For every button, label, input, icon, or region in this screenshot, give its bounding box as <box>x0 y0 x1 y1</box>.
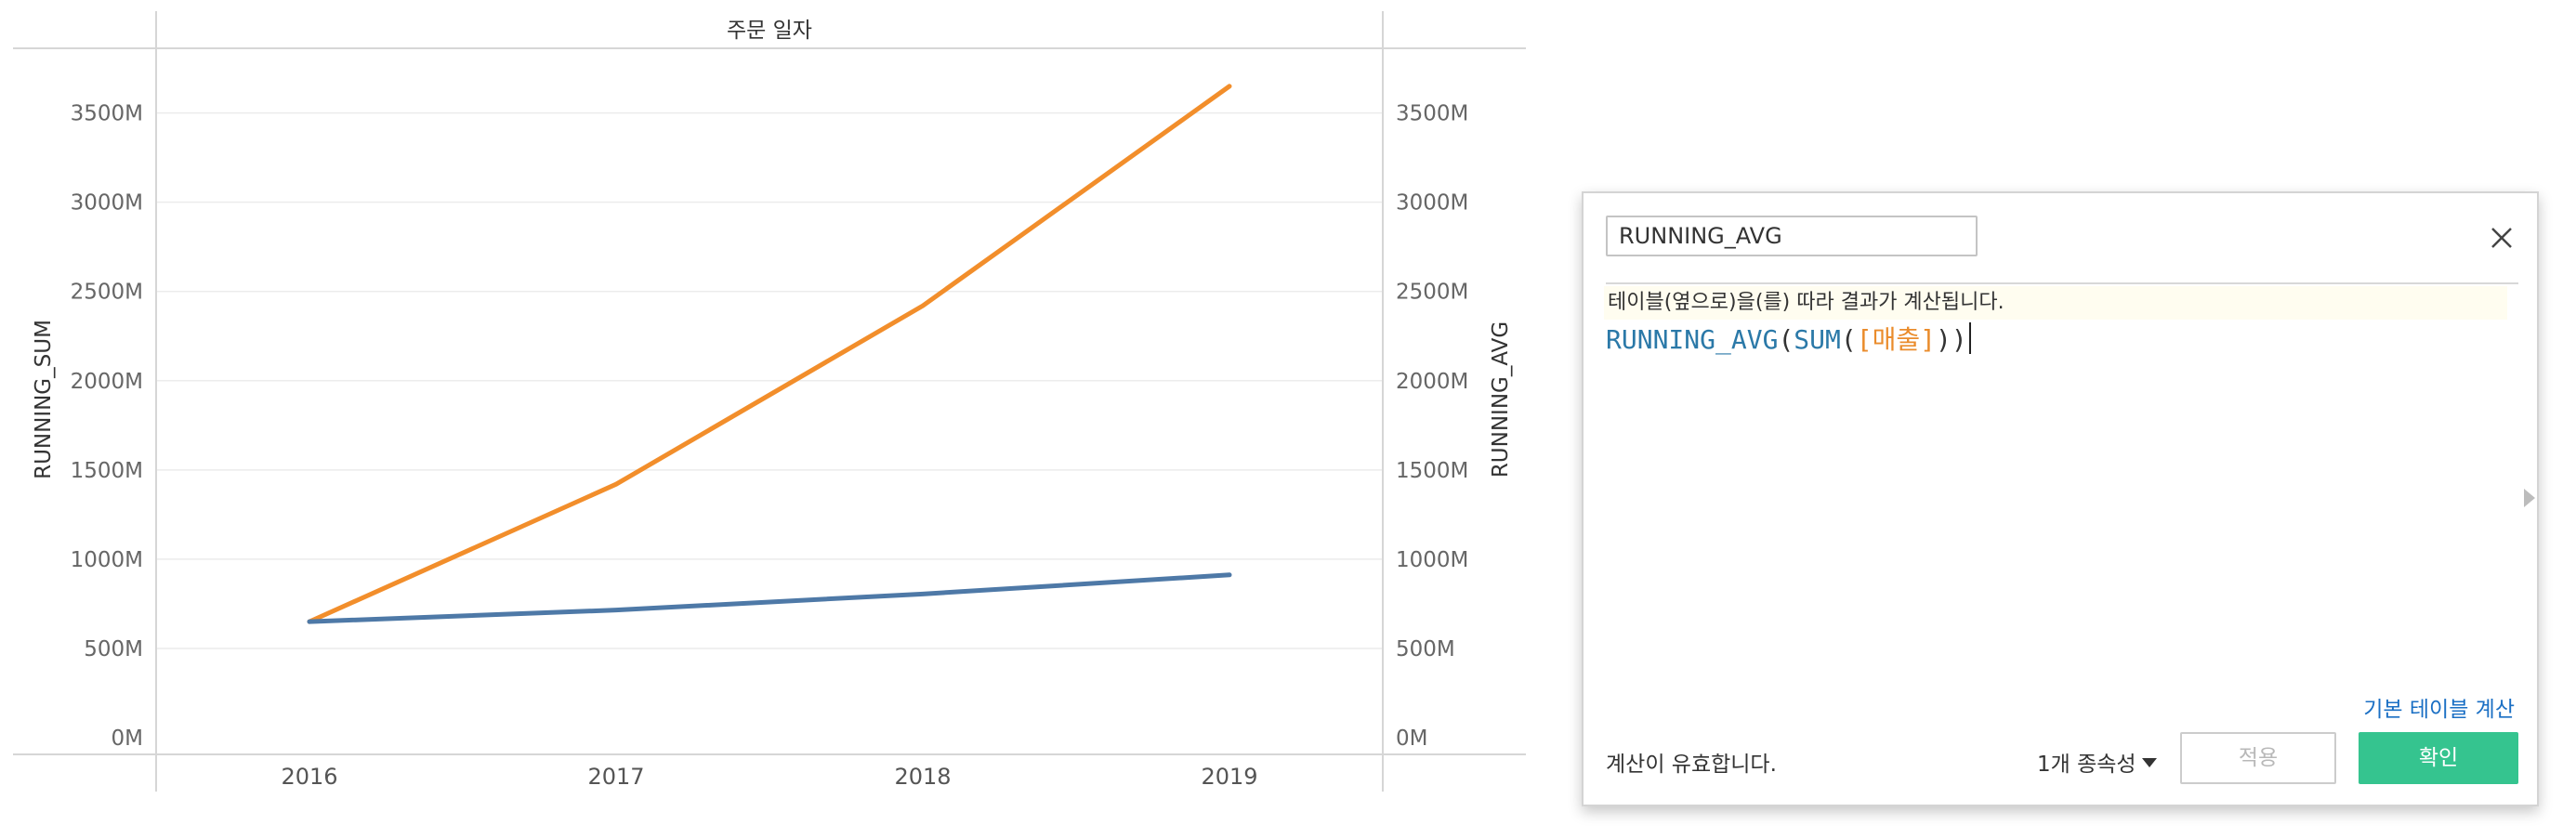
close-icon[interactable] <box>2485 221 2518 255</box>
formula-paren-open-inner: ( <box>1840 324 1857 355</box>
left-tick-label: 3500M <box>71 102 143 126</box>
y-axis-label-left: RUNNING_SUM <box>32 320 56 479</box>
series-lines <box>307 84 1232 624</box>
left-tick-label: 2500M <box>71 281 143 305</box>
dependency-dropdown[interactable]: 1개 종속성 <box>2037 749 2157 780</box>
calculation-editor-dialog: 테이블(옆으로)을(를) 따라 결과가 계산됩니다. RUNNING_AVG(S… <box>1582 191 2539 806</box>
caret-down-icon <box>2141 758 2157 767</box>
x-tick-label: 2019 <box>1201 764 1257 790</box>
formula-field-sales: [매출] <box>1856 324 1936 355</box>
right-tick-label: 3500M <box>1396 102 1468 126</box>
left-tick-label: 0M <box>112 727 143 751</box>
right-tick-label: 1000M <box>1396 548 1468 572</box>
dependency-label: 1개 종속성 <box>2037 753 2136 777</box>
left-tick-label: 1500M <box>71 459 143 483</box>
x-tick-label: 2017 <box>587 764 644 790</box>
formula-paren-close: )) <box>1935 324 1967 355</box>
x-tick-label: 2016 <box>281 764 337 790</box>
chart-title: 주문 일자 <box>727 19 812 43</box>
formula-paren-open: ( <box>1778 324 1794 355</box>
right-tick-label: 1500M <box>1396 459 1468 483</box>
x-tick-label: 2018 <box>894 764 951 790</box>
left-tick-label: 1000M <box>71 548 143 572</box>
left-tick-label: 2000M <box>71 370 143 394</box>
compute-along-note: 테이블(옆으로)을(를) 따라 결과가 계산됩니다. <box>1604 286 2507 320</box>
left-tick-label: 3000M <box>71 191 143 216</box>
left-tick-labels: 0M 500M 1000M 1500M 2000M 2500M 3000M 3500M <box>71 102 143 751</box>
dual-axis-line-chart: 주문 일자 RUNNING_SUM RUNNING_AVG 0M 500M 1000… <box>13 11 1526 792</box>
dialog-header-divider <box>1606 282 2518 284</box>
validity-status: 계산이 유효합니다. <box>1606 753 1777 777</box>
right-tick-labels: 0M 500M 1000M 1500M 2000M 2500M 3000M 3500M <box>1396 102 1468 751</box>
right-tick-label: 0M <box>1396 727 1427 751</box>
ok-button[interactable]: 확인 <box>2359 732 2518 784</box>
formula-editor[interactable]: RUNNING_AVG(SUM([매출])) <box>1606 320 1971 360</box>
formula-function-running-avg: RUNNING_AVG <box>1606 324 1779 355</box>
right-tick-label: 3000M <box>1396 191 1468 216</box>
default-table-calculation-link[interactable]: 기본 테이블 계산 <box>2363 698 2515 722</box>
series-line-running-avg <box>307 572 1232 624</box>
y-axis-label-right: RUNNING_AVG <box>1489 321 1513 478</box>
formula-function-sum: SUM <box>1794 324 1841 355</box>
expand-arrow-icon[interactable] <box>2524 489 2535 507</box>
calculation-name-input[interactable] <box>1606 216 1978 256</box>
right-tick-label: 2000M <box>1396 370 1468 394</box>
right-tick-label: 2500M <box>1396 281 1468 305</box>
right-tick-label: 500M <box>1396 637 1455 661</box>
text-cursor <box>1968 322 1971 354</box>
x-tick-labels: 2016 2017 2018 2019 <box>281 764 1257 790</box>
gridlines <box>156 111 1383 649</box>
series-line-running-sum <box>307 84 1232 624</box>
left-tick-label: 500M <box>84 637 143 661</box>
apply-button[interactable]: 적용 <box>2180 732 2336 784</box>
